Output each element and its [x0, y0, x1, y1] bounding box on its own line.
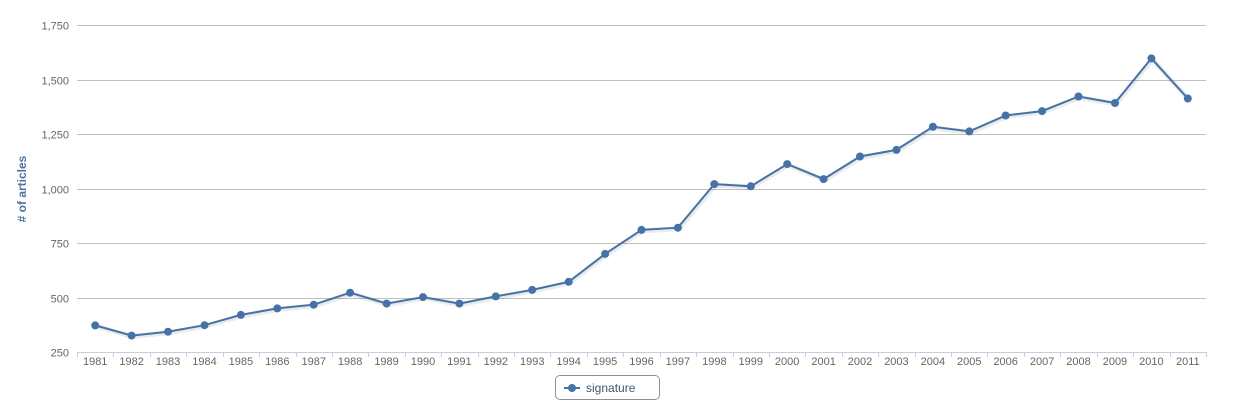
x-tick-label: 1988	[338, 356, 362, 368]
y-axis-label: # of articles	[15, 155, 29, 222]
x-tick-label: 1996	[629, 356, 653, 368]
data-point[interactable]	[1183, 94, 1192, 103]
x-tick-label: 2001	[811, 356, 835, 368]
legend-series-marker	[564, 383, 580, 393]
x-tick-label: 2003	[884, 356, 908, 368]
x-tick-label: 2004	[921, 356, 945, 368]
y-tick-label: 750	[51, 239, 69, 251]
x-tick-label: 1986	[265, 356, 289, 368]
y-tick-label: 1,750	[41, 21, 69, 33]
x-tick-label: 1982	[119, 356, 143, 368]
grid-lines	[77, 25, 1206, 299]
x-tick-label: 1991	[447, 356, 471, 368]
data-point[interactable]	[746, 182, 755, 191]
data-point[interactable]	[273, 304, 282, 313]
y-tick-label: 1,000	[41, 185, 69, 197]
legend-item-signature[interactable]: signature	[555, 375, 660, 400]
x-tick-label: 1987	[301, 356, 325, 368]
data-point[interactable]	[309, 300, 318, 309]
axes: 250 500 750 1,000 1,250 1,500 1,750 1981 1982 198…	[41, 21, 1207, 368]
data-point[interactable]	[200, 321, 209, 330]
data-point[interactable]	[236, 310, 245, 319]
data-point[interactable]	[528, 285, 537, 294]
data-point[interactable]	[856, 152, 864, 161]
data-point[interactable]	[1111, 99, 1119, 107]
legend-series-label: signature	[586, 380, 636, 395]
data-point[interactable]	[673, 223, 682, 232]
data-point[interactable]	[601, 249, 610, 258]
x-tick-label: 1994	[556, 356, 580, 368]
x-tick-label: 2009	[1103, 356, 1127, 368]
y-tick-label: 1,500	[41, 76, 69, 88]
x-tick-label: 1999	[739, 356, 763, 368]
series-signature[interactable]	[91, 54, 1192, 340]
data-point[interactable]	[965, 127, 974, 136]
x-tick-label: 2011	[1176, 356, 1200, 368]
x-tick-label: 2008	[1066, 356, 1090, 368]
data-point[interactable]	[783, 160, 792, 169]
x-tick-label: 1992	[484, 356, 508, 368]
data-point[interactable]	[164, 327, 172, 336]
data-point[interactable]	[1001, 111, 1010, 120]
x-tick-label: 2006	[993, 356, 1017, 368]
data-point[interactable]	[1147, 54, 1156, 63]
x-tick-label: 1997	[666, 356, 690, 368]
series-line	[94, 56, 1189, 337]
x-tick-label: 2000	[775, 356, 799, 368]
data-point[interactable]	[127, 331, 136, 340]
x-tick-label: 1984	[192, 356, 216, 368]
x-tick-label: 2002	[848, 356, 872, 368]
data-point[interactable]	[91, 321, 100, 330]
data-point[interactable]	[564, 277, 573, 286]
x-tick-label: 1993	[520, 356, 544, 368]
y-tick-label: 1,250	[41, 130, 69, 142]
data-point[interactable]	[1074, 92, 1083, 101]
data-point[interactable]	[382, 299, 391, 308]
data-point[interactable]	[346, 288, 355, 297]
x-tick-label: 1981	[83, 356, 107, 368]
x-tick-label: 2007	[1030, 356, 1054, 368]
x-tick-label: 1983	[156, 356, 180, 368]
x-tick-label: 2005	[957, 356, 981, 368]
data-point[interactable]	[928, 122, 937, 131]
data-point[interactable]	[892, 145, 901, 154]
x-tick-label: 1985	[229, 356, 253, 368]
series-shadow	[95, 55, 1191, 340]
data-point[interactable]	[455, 299, 464, 308]
x-tick-label: 1990	[411, 356, 435, 368]
data-point[interactable]	[819, 175, 828, 184]
x-tick-label: 1995	[593, 356, 617, 368]
data-point[interactable]	[419, 293, 427, 302]
y-tick-label: 250	[51, 348, 69, 360]
data-point[interactable]	[710, 180, 719, 189]
x-tick-label: 2010	[1139, 356, 1163, 368]
y-tick-label: 500	[51, 294, 69, 306]
data-point[interactable]	[1038, 107, 1047, 116]
data-point[interactable]	[637, 225, 646, 234]
x-tick-label: 1989	[374, 356, 398, 368]
x-tick-label: 1998	[702, 356, 726, 368]
data-point[interactable]	[491, 292, 500, 301]
